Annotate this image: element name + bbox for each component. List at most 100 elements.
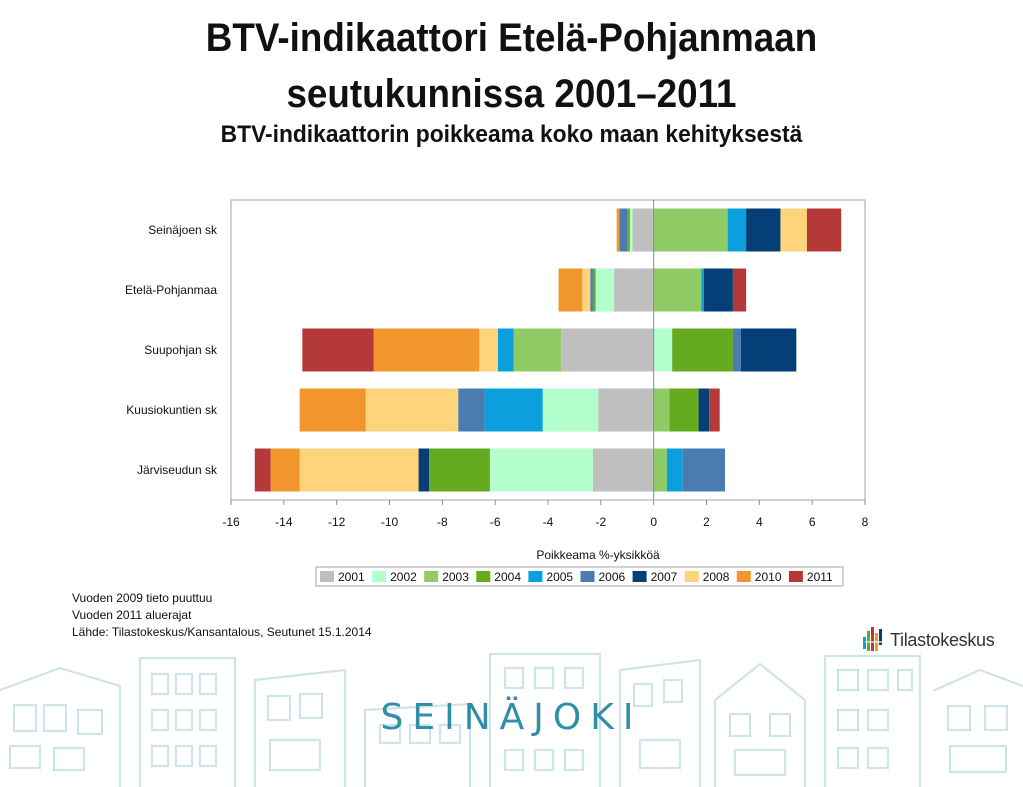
footnote-missing-year: Vuoden 2009 tieto puuttuu (72, 591, 213, 605)
bar-segment (627, 208, 630, 252)
legend-label: 2001 (338, 570, 365, 584)
bar-segment (598, 388, 654, 432)
legend-swatch (424, 571, 439, 582)
bar-segment (582, 268, 591, 312)
bar-segment (418, 448, 430, 492)
bar-segment (698, 388, 710, 432)
legend-swatch (788, 571, 803, 582)
page-title-line2: seutukunnissa 2001–2011 (286, 72, 737, 116)
bar-segment (299, 388, 366, 432)
bar-segment (302, 328, 374, 372)
bar-segment (513, 328, 562, 372)
legend-label: 2002 (390, 570, 417, 584)
bar-segment (479, 328, 498, 372)
bar-segment (672, 328, 733, 372)
bar-segment (484, 388, 543, 432)
bar-segment (365, 388, 459, 432)
bar-segment (653, 328, 673, 372)
bar-segment (653, 208, 728, 252)
legend-swatch (320, 571, 334, 582)
legend-swatch (580, 571, 595, 582)
page-subtitle: BTV-indikaattorin poikkeama koko maan ke… (220, 121, 803, 148)
bar-segment (270, 448, 300, 492)
legend-swatch (528, 571, 543, 582)
x-tick-label: 6 (809, 515, 816, 529)
bar-segment (746, 208, 781, 252)
bar-segment (592, 268, 596, 312)
legend-label: 2008 (703, 570, 730, 584)
x-tick-label: -12 (328, 515, 346, 529)
bar-segment (701, 268, 704, 312)
x-tick-label: -2 (595, 515, 606, 529)
footnote-source: Lähde: Tilastokeskus/Kansantalous, Seutu… (72, 625, 372, 639)
bar-segment (732, 268, 747, 312)
footnotes: Vuoden 2009 tieto puuttuu Vuoden 2011 al… (72, 590, 372, 641)
bar-segment (653, 448, 667, 492)
bar-segment (619, 208, 628, 252)
legend-swatch (684, 571, 699, 582)
bar-segment (299, 448, 419, 492)
bar-segment (542, 388, 599, 432)
bar-segment (682, 448, 725, 492)
bar-segment (429, 448, 490, 492)
city-name: SEINÄJOKI (380, 697, 643, 738)
legend-label: 2007 (651, 570, 678, 584)
legend-swatch (736, 571, 751, 582)
bar-segment (732, 328, 741, 372)
bar-segment (703, 268, 733, 312)
legend-label: 2006 (599, 570, 626, 584)
bar-segment (489, 448, 593, 492)
bar-segment (669, 388, 699, 432)
category-label: Kuusiokuntien sk (126, 403, 218, 417)
bar-segment (653, 268, 702, 312)
city-skyline-illustration (0, 652, 1023, 787)
x-tick-label: 0 (650, 515, 657, 529)
bar-segment (632, 208, 654, 252)
legend-label: 2003 (442, 570, 469, 584)
logo-text: Tilastokeskus (890, 629, 995, 650)
x-tick-label: -8 (437, 515, 448, 529)
x-tick-label: -14 (275, 515, 293, 529)
bar-segment (595, 268, 615, 312)
x-tick-label: -10 (381, 515, 399, 529)
legend-label: 2011 (807, 570, 833, 584)
x-tick-label: 8 (862, 515, 869, 529)
legend-label: 2010 (755, 570, 782, 584)
x-tick-label: 4 (756, 515, 763, 529)
bar-segment (740, 328, 797, 372)
tilastokeskus-logo: Tilastokeskus (862, 625, 995, 655)
legend-label: 2004 (494, 570, 521, 584)
bar-segment (614, 268, 654, 312)
bar-segment (561, 328, 654, 372)
page-title: BTV-indikaattori Etelä-Pohjanmaan (205, 16, 818, 60)
x-tick-label: -6 (490, 515, 501, 529)
legend-swatch (632, 571, 647, 582)
bar-segment (558, 268, 583, 312)
bar-segment (709, 388, 720, 432)
legend-swatch (476, 571, 491, 582)
bar-segment (616, 208, 620, 252)
category-label: Etelä-Pohjanmaa (125, 283, 217, 297)
x-tick-label: 2 (703, 515, 710, 529)
bar-segment (629, 208, 633, 252)
x-tick-label: -4 (543, 515, 554, 529)
bar-segment (590, 268, 593, 312)
legend (315, 566, 844, 587)
footnote-region-borders: Vuoden 2011 aluerajat (72, 608, 192, 622)
bar-segment (780, 208, 807, 252)
category-label: Suupohjan sk (144, 343, 218, 357)
tilastokeskus-logo-icon (863, 627, 883, 651)
category-label: Seinäjoen sk (148, 223, 218, 237)
category-label: Järviseudun sk (137, 463, 218, 477)
legend-swatch (372, 571, 387, 582)
legend-label: 2005 (546, 570, 573, 584)
bar-segment (653, 388, 670, 432)
x-tick-label: -16 (222, 515, 240, 529)
bar-segment (458, 388, 485, 432)
bar-segment (592, 448, 654, 492)
bar-segment (727, 208, 747, 252)
bar-segment (666, 448, 683, 492)
bar-segment (254, 448, 271, 492)
x-axis-label: Poikkeama %-yksikköä (536, 548, 660, 562)
bar-segment (373, 328, 480, 372)
